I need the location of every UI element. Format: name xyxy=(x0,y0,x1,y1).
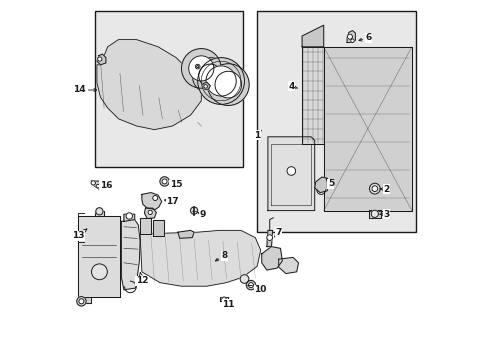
Circle shape xyxy=(248,283,253,288)
Circle shape xyxy=(246,280,255,290)
Text: 14: 14 xyxy=(72,85,97,94)
Circle shape xyxy=(370,210,378,217)
Circle shape xyxy=(91,264,107,280)
Polygon shape xyxy=(85,297,91,303)
Circle shape xyxy=(181,49,221,88)
Text: 4: 4 xyxy=(287,82,297,91)
Circle shape xyxy=(368,183,380,194)
Text: 10: 10 xyxy=(254,285,266,294)
Text: 6: 6 xyxy=(358,33,371,42)
Circle shape xyxy=(96,208,103,215)
Text: 1: 1 xyxy=(253,130,261,139)
Circle shape xyxy=(350,39,354,42)
Polygon shape xyxy=(97,40,201,130)
Circle shape xyxy=(192,58,228,94)
Text: 11: 11 xyxy=(222,300,234,309)
Polygon shape xyxy=(278,257,298,274)
Circle shape xyxy=(98,57,102,61)
Polygon shape xyxy=(261,247,282,270)
Text: 16: 16 xyxy=(100,181,112,190)
Circle shape xyxy=(148,210,152,215)
Text: 17: 17 xyxy=(164,197,179,206)
Circle shape xyxy=(196,66,199,68)
Polygon shape xyxy=(302,25,323,47)
Circle shape xyxy=(160,177,169,186)
Polygon shape xyxy=(178,230,194,238)
Circle shape xyxy=(203,85,207,88)
Polygon shape xyxy=(203,82,210,89)
Circle shape xyxy=(207,64,249,105)
Text: 15: 15 xyxy=(169,180,182,189)
Text: 2: 2 xyxy=(379,184,389,194)
Text: 5: 5 xyxy=(325,179,333,188)
Text: 12: 12 xyxy=(135,273,148,285)
Circle shape xyxy=(240,275,248,283)
Polygon shape xyxy=(368,210,381,218)
Polygon shape xyxy=(140,218,151,234)
Polygon shape xyxy=(323,47,411,211)
Circle shape xyxy=(152,195,158,201)
Polygon shape xyxy=(266,230,272,247)
Circle shape xyxy=(222,297,225,301)
Polygon shape xyxy=(142,193,162,210)
Polygon shape xyxy=(152,220,163,236)
Polygon shape xyxy=(314,177,326,193)
Text: 9: 9 xyxy=(198,210,206,219)
Polygon shape xyxy=(78,216,120,297)
Polygon shape xyxy=(95,211,104,216)
Circle shape xyxy=(286,167,295,175)
Circle shape xyxy=(96,184,100,188)
Polygon shape xyxy=(302,47,323,144)
Circle shape xyxy=(162,179,167,184)
Circle shape xyxy=(188,56,213,81)
Circle shape xyxy=(91,181,95,185)
Polygon shape xyxy=(91,181,104,189)
Circle shape xyxy=(79,299,84,304)
Circle shape xyxy=(371,186,377,192)
Bar xyxy=(257,11,415,232)
Polygon shape xyxy=(220,297,228,301)
Circle shape xyxy=(195,64,200,69)
Circle shape xyxy=(199,64,222,87)
Text: 8: 8 xyxy=(215,251,227,261)
Polygon shape xyxy=(121,220,140,290)
Polygon shape xyxy=(144,208,156,219)
Circle shape xyxy=(77,297,86,306)
Circle shape xyxy=(126,213,132,219)
Polygon shape xyxy=(140,230,260,286)
Polygon shape xyxy=(97,54,106,65)
Text: 7: 7 xyxy=(274,228,281,237)
Bar xyxy=(95,11,242,167)
Text: 13: 13 xyxy=(72,229,87,240)
Circle shape xyxy=(266,235,272,240)
Circle shape xyxy=(190,207,197,214)
Circle shape xyxy=(197,58,244,104)
Polygon shape xyxy=(267,137,314,211)
Text: 3: 3 xyxy=(379,210,389,219)
Polygon shape xyxy=(123,214,134,221)
Circle shape xyxy=(215,71,241,98)
Polygon shape xyxy=(346,31,355,42)
Circle shape xyxy=(205,66,236,96)
Circle shape xyxy=(347,34,352,39)
